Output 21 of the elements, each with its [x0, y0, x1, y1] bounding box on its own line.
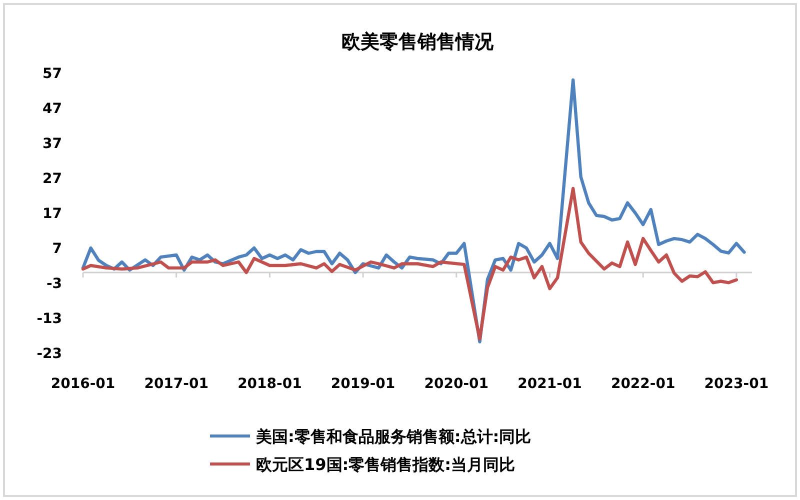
y-tick-label: 37: [42, 136, 62, 152]
y-tick-label: 57: [42, 66, 62, 82]
x-tick-label: 2021-01: [518, 376, 582, 392]
x-tick-label: 2019-01: [330, 376, 396, 392]
x-tick-label: 2016-01: [50, 376, 116, 392]
legend-label: 欧元区19国:零售销售指数:当月同比: [256, 455, 516, 474]
legend-label: 美国:零售和食品服务销售额:总计:同比: [255, 427, 532, 446]
y-tick-label: 47: [42, 101, 62, 117]
x-tick-label: 2017-01: [144, 376, 208, 392]
y-tick-label: -23: [36, 346, 62, 362]
y-tick-label: 17: [42, 206, 62, 222]
y-tick-label: -13: [36, 311, 62, 327]
x-tick-label: 2023-01: [704, 376, 769, 392]
x-tick-label: 2022-01: [610, 376, 676, 392]
x-tick-label: 2018-01: [238, 376, 302, 392]
chart-title: 欧美零售销售情况: [342, 31, 494, 53]
x-tick-label: 2020-01: [424, 376, 489, 392]
y-tick-label: 7: [52, 241, 62, 257]
y-tick-label: 27: [42, 171, 62, 187]
y-tick-label: -3: [46, 276, 62, 292]
line-series: [81, 186, 738, 341]
